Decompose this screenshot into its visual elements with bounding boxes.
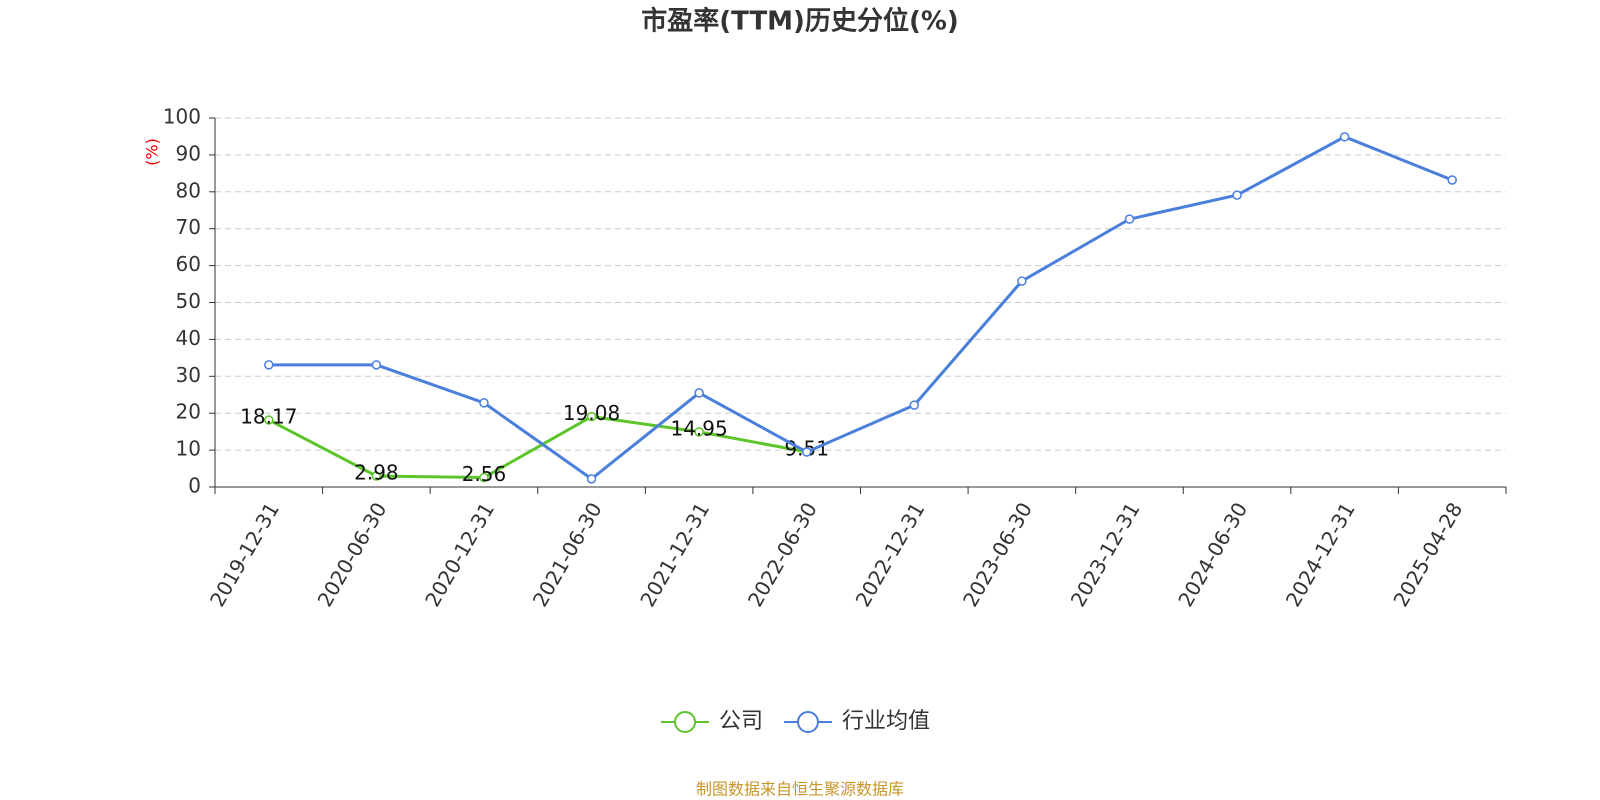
data-label: 18.17 [240,404,297,428]
y-tick-label: 10 [176,437,201,461]
data-label: 19.08 [563,401,620,425]
data-point [479,398,489,408]
y-tick-label: 50 [176,289,201,313]
x-tick-label: 2022-12-31 [850,498,929,611]
data-point [479,472,489,483]
x-tick-label: 2023-12-31 [1066,498,1145,611]
y-tick-label: 100 [163,105,201,129]
data-point [1124,214,1135,224]
data-point [1447,175,1457,185]
x-tick-label: 2024-12-31 [1281,498,1360,611]
legend-marker [797,711,819,733]
x-tick-label: 2025-04-28 [1388,498,1467,611]
data-point [371,471,382,481]
data-point [371,360,382,370]
series-line [268,415,807,480]
y-tick-label: 0 [188,474,201,498]
series-line [268,135,1453,481]
x-tick-label: 2024-06-30 [1173,498,1252,611]
data-label: 2.98 [354,461,399,485]
y-tick-label: 20 [176,400,201,424]
data-point [586,474,597,484]
data-point [264,415,274,425]
y-tick-label: 70 [176,215,201,239]
y-tick-label: 80 [176,178,201,202]
data-point [586,411,597,422]
legend-marker [674,711,696,733]
data-point [264,360,274,370]
data-point [694,388,704,398]
x-tick-label: 2023-06-30 [958,498,1037,611]
x-tick-label: 2022-06-30 [743,498,822,611]
x-tick-label: 2021-12-31 [635,498,714,611]
data-point [1232,190,1242,200]
x-tick-label: 2019-12-31 [205,498,284,611]
data-label: 2.56 [462,462,507,486]
y-tick-label: 40 [176,326,201,350]
source-note: 制图数据来自恒生聚源数据库 [696,780,904,799]
legend-label: 行业均值 [842,709,930,734]
y-tick-label: 30 [176,363,201,387]
chart-title: 市盈率(TTM)历史分位(%) [641,6,959,37]
data-point [1017,276,1027,286]
data-point [801,447,812,457]
y-tick-label: 60 [176,252,201,276]
y-axis-label: (%) [143,138,162,166]
legend-label: 公司 [719,709,763,734]
data-point [694,427,704,437]
y-tick-label: 90 [176,141,201,165]
data-point [909,400,920,410]
data-point [1339,132,1350,142]
x-tick-label: 2021-06-30 [528,498,607,611]
x-tick-label: 2020-12-31 [420,498,499,611]
x-tick-label: 2020-06-30 [313,498,392,611]
data-label: 14.95 [670,416,727,440]
